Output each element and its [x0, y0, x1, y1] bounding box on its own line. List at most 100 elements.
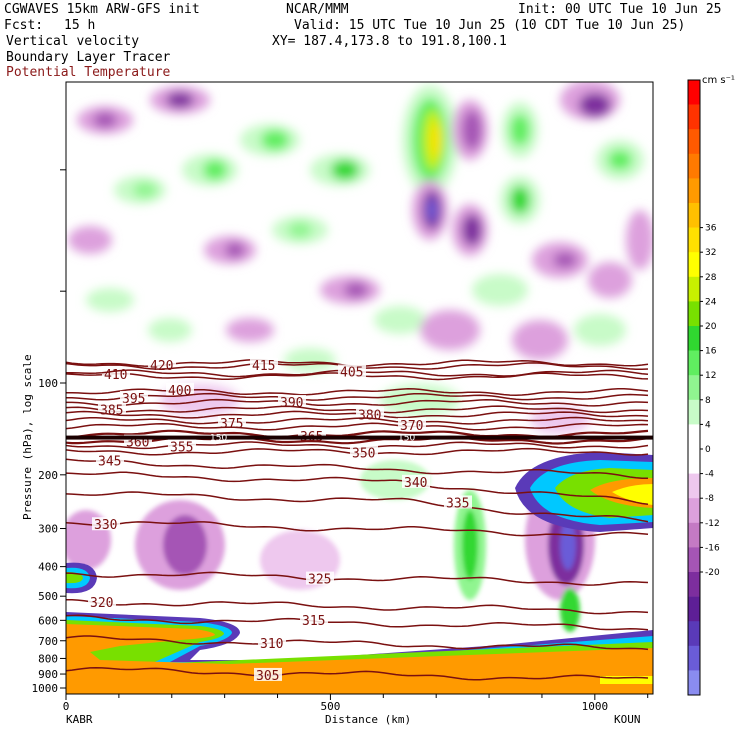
wave-cell	[472, 274, 528, 306]
isentrope-label: 310	[260, 637, 283, 652]
colorbar-swatch	[688, 399, 700, 425]
isentrope-305	[66, 667, 649, 681]
wave-cell	[288, 222, 312, 238]
colorbar-swatch	[688, 473, 700, 499]
init-time: Init: 00 UTC Tue 10 Jun 25	[518, 2, 722, 17]
colorbar-swatch	[688, 375, 700, 401]
isentrope-label-bg	[98, 402, 126, 416]
isentrope-label: 420	[150, 359, 173, 374]
colorbar-label: 36	[705, 224, 717, 234]
wave-cell	[574, 314, 626, 346]
isentrope-label: 370	[400, 419, 423, 434]
colorbar-swatch	[688, 178, 700, 204]
y-tick-label: 800	[38, 652, 58, 665]
colorbar-label: 8	[705, 396, 711, 406]
isentrope-label-bg	[398, 417, 426, 431]
isentrope-label-bg	[356, 407, 384, 421]
colorbar-swatch	[688, 670, 700, 696]
org-label: NCAR/MMM	[286, 2, 349, 17]
colorbar-unit: cm s⁻¹	[702, 75, 735, 86]
wave-cell	[462, 214, 482, 246]
isentrope-label-bg	[250, 358, 278, 372]
colorbar-swatch	[688, 449, 700, 474]
field-vertical-velocity: Vertical velocity	[6, 34, 140, 49]
isentrope-340	[66, 471, 649, 506]
isentrope-label-bg	[168, 439, 196, 453]
colorbar-swatch	[688, 326, 700, 351]
colorbar-label: -8	[705, 494, 714, 504]
y-tick-label: 700	[38, 635, 58, 648]
wave-cell	[431, 122, 441, 158]
wave-cell	[261, 130, 289, 150]
isentrope-335	[66, 491, 649, 523]
colorbar-label: 20	[705, 322, 717, 332]
isentrope-label: 375	[220, 417, 243, 432]
inline-pressure-label: 150	[210, 434, 227, 444]
wave-cell	[608, 150, 632, 170]
wave-cell	[225, 242, 245, 258]
colorbar-label: -16	[705, 543, 720, 553]
vertical-velocity-field: 4204154104054003953903853803753703653603…	[66, 82, 653, 694]
colorbar-label: 4	[705, 420, 711, 430]
colorbar-swatch	[688, 424, 700, 450]
y-tick-label: 900	[38, 668, 58, 681]
wave-cell	[588, 262, 632, 298]
isentrope-325	[66, 571, 649, 586]
isentrope-label-bg	[300, 612, 328, 626]
colorbar-swatch	[688, 301, 700, 327]
isentrope-label: 390	[280, 396, 303, 411]
tropopause-band	[66, 435, 653, 440]
y-tick-label: 100	[38, 377, 58, 390]
y-axis-label: Pressure (hPa), log scale	[21, 354, 34, 520]
colorbar-swatch	[688, 547, 700, 573]
colorbar-label: 28	[705, 273, 717, 283]
end-station-label: KOUN	[614, 713, 641, 726]
wave-cell	[626, 210, 653, 270]
isentrope-label-bg	[444, 495, 472, 509]
isentrope-label-bg	[92, 517, 120, 531]
isentrope-label-bg	[120, 390, 148, 404]
fcst-value: 15 h	[64, 18, 96, 33]
wave-cell	[512, 320, 568, 360]
wave-cell	[148, 318, 192, 342]
isentrope-label: 385	[100, 404, 123, 419]
isentrope-label: 345	[98, 454, 121, 469]
wave-cell	[93, 112, 117, 128]
isentrope-label: 355	[170, 440, 193, 455]
isentrope-label-bg	[96, 453, 124, 467]
wave-cell	[226, 318, 274, 342]
colorbar-label: 0	[705, 445, 711, 455]
wave-cell	[203, 160, 227, 180]
colorbar-label: 16	[705, 347, 717, 357]
isentrope-320	[66, 599, 649, 615]
colorbar-swatch	[688, 276, 700, 302]
colorbar-border	[687, 79, 701, 696]
colorbar-swatch	[688, 596, 700, 622]
colorbar-label: -12	[705, 519, 720, 529]
isentrope-label: 320	[90, 596, 113, 611]
colorbar-swatch	[688, 80, 700, 105]
isentrope-label: 335	[446, 496, 469, 511]
isentrope-345	[66, 458, 649, 480]
colorbar-swatch	[688, 252, 700, 278]
start-station-label: KABR	[66, 713, 93, 726]
isentrope-label-bg	[306, 571, 334, 585]
colorbar-swatch	[688, 104, 700, 130]
isentrope-label-bg	[258, 635, 286, 649]
isentrope-label: 325	[308, 573, 331, 588]
wave-cell	[331, 160, 359, 180]
isentrope-label: 340	[404, 476, 427, 491]
colorbar-label: -20	[705, 568, 720, 578]
potential-temperature-contours: 4204154104054003953903853803753703653603…	[66, 358, 653, 684]
wave-cell	[462, 110, 482, 150]
isentrope-315	[66, 614, 649, 631]
isentrope-395	[66, 392, 649, 401]
wave-cell	[579, 93, 611, 117]
isentrope-label: 350	[352, 446, 375, 461]
isentrope-label: 405	[340, 366, 363, 381]
isentrope-label: 380	[358, 408, 381, 423]
isentrope-390	[66, 398, 649, 407]
colorbar-swatch	[688, 498, 700, 524]
colorbar-label: -4	[705, 470, 714, 480]
